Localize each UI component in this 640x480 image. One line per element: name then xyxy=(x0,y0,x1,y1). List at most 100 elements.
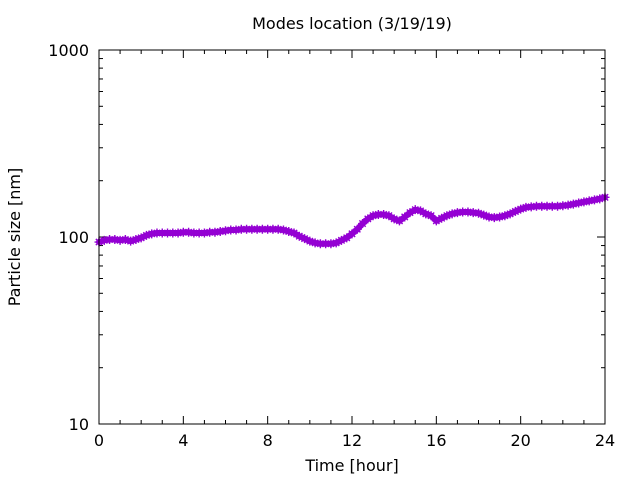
data-point xyxy=(105,234,115,244)
data-point xyxy=(126,236,136,246)
data-point xyxy=(589,195,599,205)
data-point xyxy=(184,227,194,237)
y-tick-label: 1000 xyxy=(48,41,89,60)
data-point xyxy=(178,227,188,237)
data-point xyxy=(305,236,315,246)
x-tick-label: 16 xyxy=(426,431,446,450)
data-point xyxy=(163,228,173,238)
data-point xyxy=(231,225,241,235)
data-point xyxy=(553,201,563,211)
y-tick-label: 100 xyxy=(58,228,89,247)
data-point xyxy=(384,211,394,221)
y-tick-label: 10 xyxy=(69,415,89,434)
x-tick-label: 0 xyxy=(94,431,104,450)
x-tick-label: 12 xyxy=(342,431,362,450)
data-point xyxy=(99,235,109,245)
data-point xyxy=(342,233,352,243)
data-point xyxy=(442,211,452,221)
data-point xyxy=(242,224,252,234)
data-point xyxy=(452,208,462,218)
data-point xyxy=(431,216,441,226)
data-point xyxy=(131,234,141,244)
data-point xyxy=(489,213,499,223)
data-point xyxy=(236,224,246,234)
data-point xyxy=(147,229,157,239)
data-point xyxy=(526,202,536,212)
data-point xyxy=(484,212,494,222)
data-point xyxy=(310,238,320,248)
data-point xyxy=(205,227,215,237)
data-point xyxy=(189,228,199,238)
data-point xyxy=(537,201,547,211)
data-point xyxy=(168,228,178,238)
data-point xyxy=(563,200,573,210)
data-point xyxy=(331,238,341,248)
data-point xyxy=(437,213,447,223)
plot-frame xyxy=(98,49,606,425)
data-point xyxy=(542,201,552,211)
tick-labels: 0 4 8 12 16 20 24 10 100 1000 xyxy=(48,41,615,450)
data-point xyxy=(558,201,568,211)
data-point xyxy=(263,224,273,234)
data-point xyxy=(379,209,389,219)
data-point xyxy=(321,239,331,249)
data-point xyxy=(394,216,404,226)
data-point xyxy=(474,208,483,218)
data-point xyxy=(173,228,183,238)
data-point xyxy=(531,201,541,211)
data-point xyxy=(152,228,162,238)
data-point xyxy=(426,211,436,221)
data-point xyxy=(115,235,125,245)
data-point xyxy=(294,231,304,241)
data-point xyxy=(199,228,209,238)
data-point xyxy=(300,234,310,244)
data-point xyxy=(247,224,257,234)
data-point xyxy=(210,227,220,237)
data-point xyxy=(479,210,489,220)
data-point xyxy=(447,209,457,219)
data-point xyxy=(516,204,526,214)
data-series xyxy=(94,192,610,249)
data-point xyxy=(389,214,399,224)
data-point xyxy=(521,202,531,212)
data-point xyxy=(157,228,167,238)
data-point xyxy=(495,212,505,222)
data-point xyxy=(421,209,431,219)
y-axis-label: Particle size [nm] xyxy=(5,168,24,307)
data-point xyxy=(584,196,594,206)
data-point xyxy=(463,207,473,217)
data-point xyxy=(226,225,236,235)
data-point xyxy=(268,224,278,234)
x-tick-label: 4 xyxy=(178,431,188,450)
data-point xyxy=(326,239,336,249)
x-tick-label: 8 xyxy=(263,431,273,450)
data-point xyxy=(315,239,325,249)
data-point xyxy=(110,234,120,244)
data-point xyxy=(458,207,468,217)
data-point xyxy=(352,224,362,234)
data-point xyxy=(347,229,357,239)
data-point xyxy=(568,199,578,209)
data-point xyxy=(136,233,146,243)
data-point xyxy=(400,212,410,222)
data-point xyxy=(574,198,584,208)
data-point xyxy=(141,230,151,240)
data-point xyxy=(510,206,520,216)
data-point xyxy=(363,214,373,224)
data-point xyxy=(257,224,267,234)
data-point xyxy=(595,194,605,204)
data-point xyxy=(289,228,299,238)
data-point xyxy=(368,211,378,221)
data-point xyxy=(221,226,230,236)
data-point xyxy=(252,224,262,234)
data-point xyxy=(505,209,515,219)
data-point xyxy=(120,234,130,244)
x-tick-label: 24 xyxy=(595,431,615,450)
chart-title: Modes location (3/19/19) xyxy=(252,14,452,33)
data-point xyxy=(278,225,288,235)
x-axis-label: Time [hour] xyxy=(304,456,398,475)
data-point xyxy=(410,205,420,215)
data-point xyxy=(468,208,478,218)
data-point xyxy=(215,227,225,237)
